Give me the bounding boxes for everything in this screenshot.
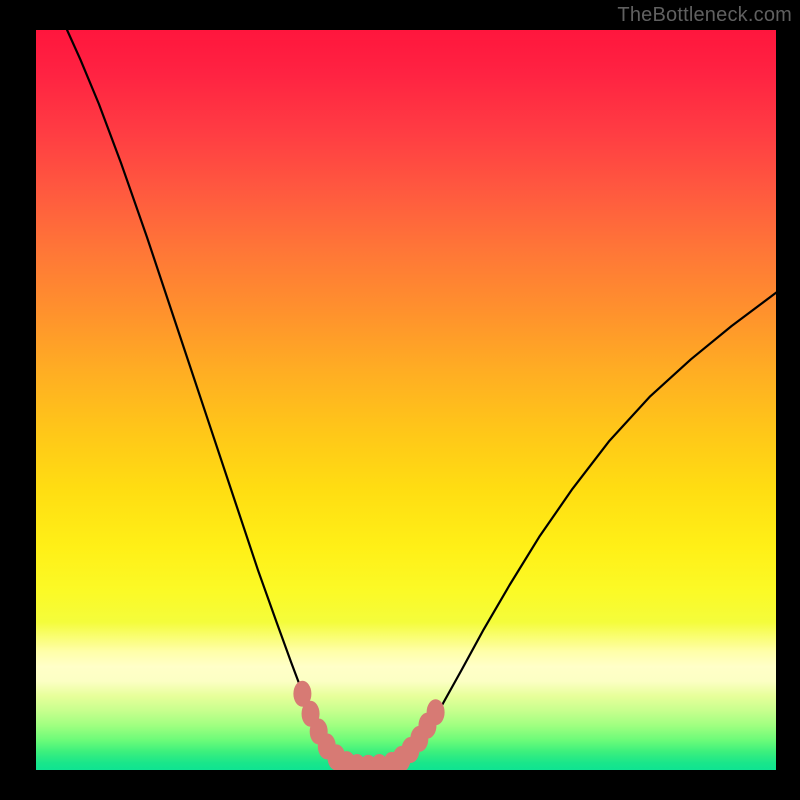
chart-container: TheBottleneck.com — [0, 0, 800, 800]
plot-area — [36, 30, 776, 770]
bottleneck-curve — [67, 30, 776, 768]
curve-layer — [36, 30, 776, 770]
bottom-marker-right — [427, 699, 445, 725]
watermark-text: TheBottleneck.com — [617, 4, 792, 27]
